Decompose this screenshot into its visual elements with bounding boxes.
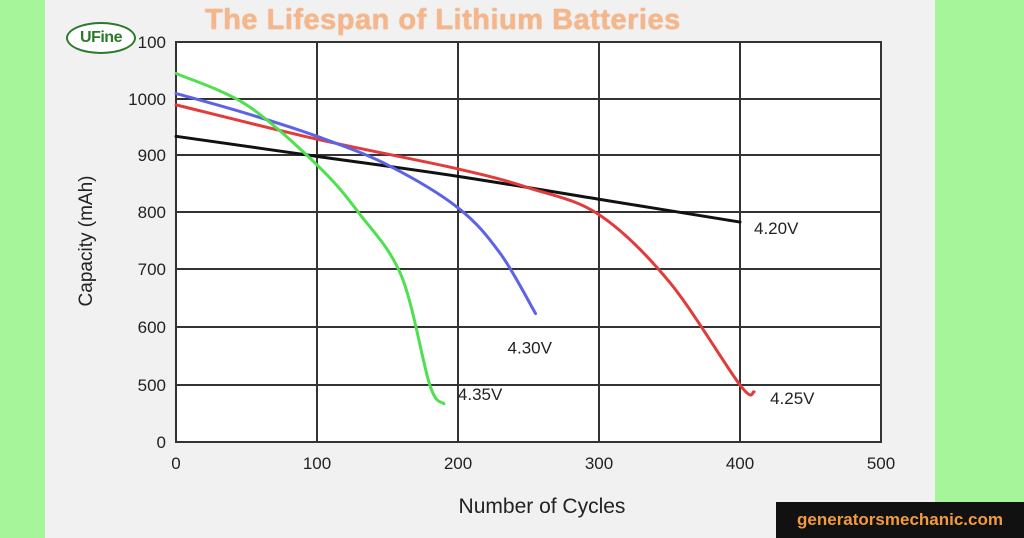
x-tick-label: 500: [867, 454, 895, 473]
y-tick-label: 500: [138, 376, 166, 395]
grid: [175, 41, 882, 443]
series-line-4-30v: [174, 91, 538, 316]
series-line-4-35v: [174, 71, 446, 406]
x-tick-label: 400: [726, 454, 754, 473]
chart-title: The Lifespan of Lithium Batteries: [205, 4, 681, 36]
y-tick-label: 0: [157, 433, 166, 452]
x-tick-label: 100: [303, 454, 331, 473]
y-tick-label: 100: [138, 33, 166, 52]
series-line-4-25v: [174, 103, 756, 397]
series-label: 4.25V: [770, 389, 815, 408]
ufine-logo: UFine: [66, 22, 136, 54]
x-axis-label: Number of Cycles: [459, 495, 626, 518]
y-tick-label: 1000: [128, 90, 166, 109]
series-label: 4.20V: [754, 219, 799, 238]
plot-area: [175, 41, 882, 443]
y-axis-label: Capacity (mAh): [76, 176, 97, 307]
x-tick-label: 300: [585, 454, 613, 473]
series-line-4-20v: [174, 134, 742, 224]
y-tick-label: 700: [138, 260, 166, 279]
watermark-badge: generatorsmechanic.com: [776, 502, 1024, 538]
series-label: 4.35V: [458, 385, 503, 404]
series-lines: [174, 71, 756, 406]
x-tick-label: 0: [171, 454, 180, 473]
tick-labels: 0 100 200 300 400 500 0 500 600 700 800 900 1000 100: [128, 33, 895, 473]
series-label: 4.30V: [508, 339, 553, 358]
series-labels: 4.20V 4.25V 4.30V 4.35V: [458, 219, 815, 408]
y-tick-label: 600: [138, 318, 166, 337]
y-tick-label: 900: [138, 146, 166, 165]
y-tick-label: 800: [138, 203, 166, 222]
x-tick-label: 200: [444, 454, 472, 473]
